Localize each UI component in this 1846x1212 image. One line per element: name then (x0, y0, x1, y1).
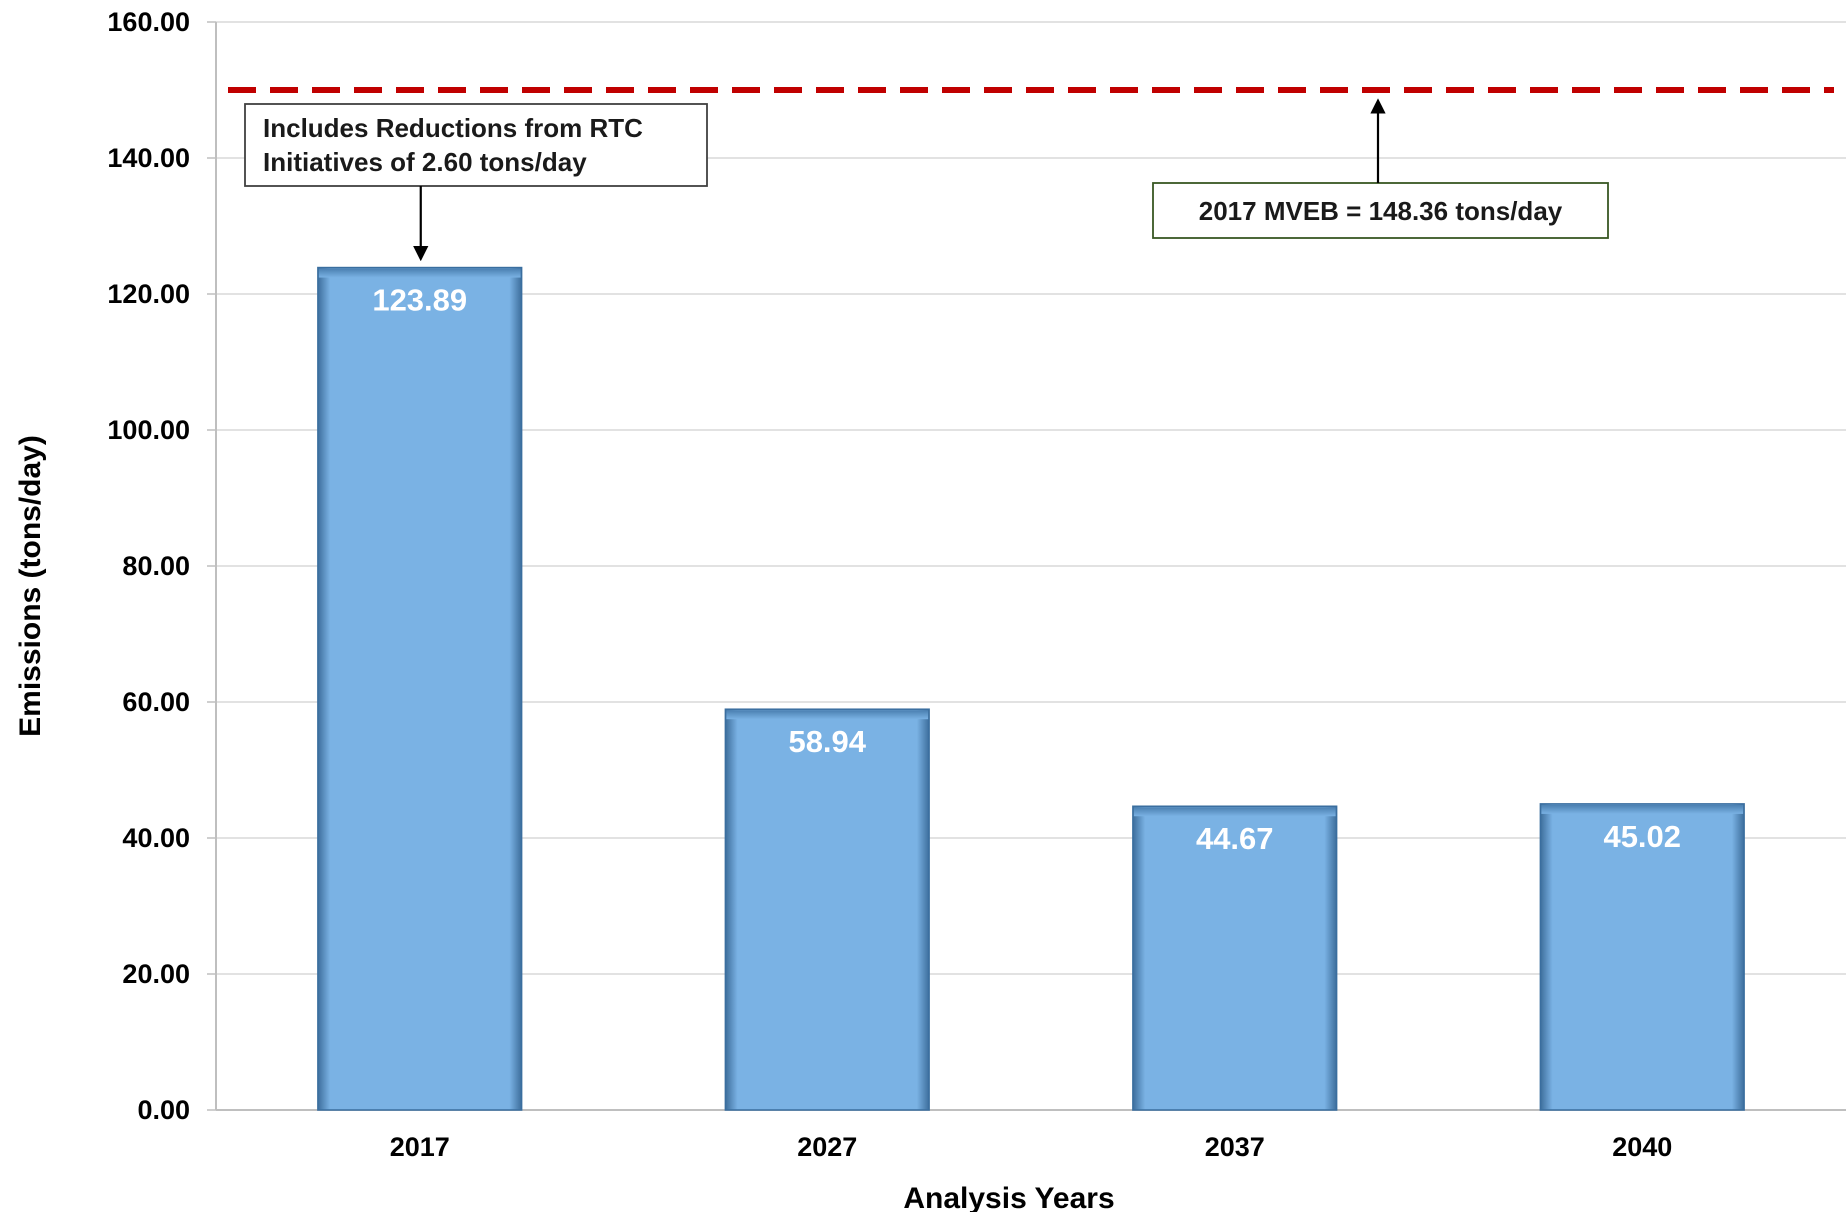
y-tick-label: 140.00 (107, 143, 190, 173)
bar-2040 (1539, 803, 1745, 1111)
annotation-rtc: Includes Reductions from RTC Initiatives … (244, 103, 708, 262)
bar (1539, 803, 1745, 1111)
bar (1132, 805, 1338, 1111)
x-tick-label: 2027 (797, 1132, 857, 1162)
bar (724, 708, 930, 1111)
annotation-box (1152, 182, 1609, 239)
annotation-text: Includes Reductions from RTC (263, 113, 643, 143)
labels: 0.00 20.00 40.00 60.00 80.00 100.00 120.00 140.… (14, 7, 1681, 1212)
y-tick-label: 40.00 (122, 823, 190, 853)
y-tick-label: 160.00 (107, 7, 190, 37)
bar (317, 266, 523, 1111)
data-label: 123.89 (372, 283, 467, 318)
annotation-text: Initiatives of 2.60 tons/day (263, 147, 587, 177)
x-axis-title: Analysis Years (903, 1182, 1114, 1212)
y-tick-label: 60.00 (122, 687, 190, 717)
bar-top-bevel (726, 710, 929, 720)
x-tick-label: 2040 (1612, 1132, 1672, 1162)
bar-2017 (317, 266, 523, 1111)
bar-top-bevel (1133, 807, 1336, 817)
bars (317, 266, 1745, 1111)
bar-top-bevel (318, 268, 521, 278)
y-tick-label: 100.00 (107, 415, 190, 445)
x-tick-label: 2017 (390, 1132, 450, 1162)
bar-2027 (724, 708, 930, 1111)
data-label: 45.02 (1603, 819, 1681, 854)
y-tick-label: 0.00 (137, 1095, 190, 1125)
annotations: Includes Reductions from RTC Initiatives … (244, 98, 1609, 262)
y-axis-title: Emissions (tons/day) (14, 435, 47, 737)
bar-top-bevel (1541, 804, 1744, 814)
data-label: 58.94 (788, 724, 866, 759)
y-tick-label: 120.00 (107, 279, 190, 309)
annotation-mveb: 2017 MVEB = 148.36 tons/day (1152, 98, 1609, 239)
data-label: 44.67 (1196, 821, 1274, 856)
y-tick-label: 20.00 (122, 959, 190, 989)
y-tick-label: 80.00 (122, 551, 190, 581)
x-tick-label: 2037 (1205, 1132, 1265, 1162)
bar-2037 (1132, 805, 1338, 1111)
annotation-box (244, 103, 708, 187)
annotation-text: 2017 MVEB = 148.36 tons/day (1199, 196, 1563, 226)
